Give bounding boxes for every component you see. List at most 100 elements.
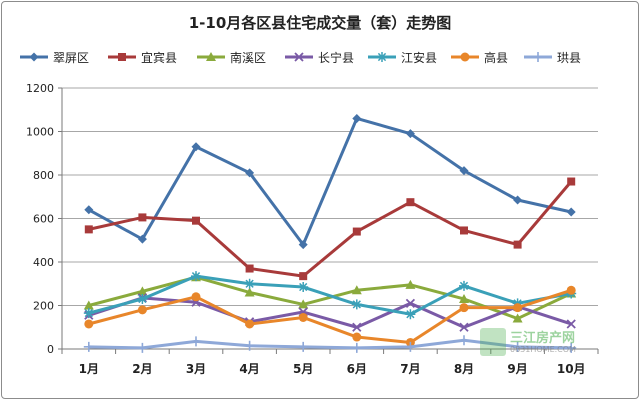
series-7	[83, 335, 577, 353]
data-point	[137, 305, 147, 315]
data-point	[405, 341, 416, 352]
data-point	[513, 303, 523, 313]
data-point	[244, 278, 255, 289]
legend-item: 南溪区	[197, 50, 266, 65]
data-point	[459, 322, 469, 332]
x-tick-label: 1月	[79, 362, 99, 376]
legend: 翠屏区 宜宾县 南溪区 长宁县 江安县 高县 珙县	[20, 50, 581, 65]
series-line	[88, 116, 572, 247]
data-point	[352, 332, 362, 342]
data-point	[567, 177, 576, 186]
data-point	[298, 240, 308, 250]
data-point	[459, 335, 469, 346]
x-tick-label: 6月	[347, 362, 367, 376]
series-group	[83, 113, 577, 353]
y-tick-label: 1200	[26, 82, 54, 95]
chart-title: 1-10月各区县住宅成交量（套）走势图	[189, 14, 452, 32]
data-point	[298, 312, 308, 322]
axes: 0 200 400 600 800 1000 1200 1月 2月 3月 4月 5月 6月 7月 8月 9月 1…	[26, 82, 599, 376]
legend-label: 翠屏区	[53, 51, 89, 65]
data-point	[245, 264, 254, 273]
x-tick-label: 3月	[186, 362, 206, 376]
data-point	[191, 271, 201, 282]
data-point	[405, 279, 416, 289]
data-point	[298, 341, 309, 352]
x-tick-label: 2月	[132, 362, 152, 376]
data-point	[245, 319, 255, 329]
data-point	[566, 285, 576, 295]
x-tick-label: 5月	[293, 362, 313, 376]
data-point	[512, 313, 523, 323]
legend-marker	[118, 53, 126, 61]
legend-marker	[460, 52, 470, 62]
data-point	[84, 319, 94, 329]
data-point	[566, 207, 576, 217]
legend-label: 珙县	[557, 51, 581, 65]
x-tick-label: 4月	[239, 362, 259, 376]
legend-marker	[206, 52, 216, 61]
data-point	[351, 299, 362, 310]
data-point	[137, 293, 148, 304]
data-point	[405, 298, 416, 308]
data-point	[138, 213, 147, 222]
legend-marker	[294, 52, 304, 62]
legend-item: 长宁县	[285, 50, 354, 65]
data-point	[513, 240, 522, 249]
data-point	[566, 319, 576, 329]
data-point	[298, 299, 309, 309]
legend-marker	[533, 52, 543, 62]
data-point	[566, 342, 577, 353]
data-point	[513, 195, 523, 205]
data-point	[351, 285, 362, 295]
series-line	[88, 288, 572, 344]
legend-marker	[29, 52, 39, 62]
data-point	[137, 286, 148, 296]
data-point	[191, 142, 201, 152]
data-point	[406, 198, 415, 207]
legend-label: 宜宾县	[141, 50, 177, 65]
x-tick-label: 7月	[400, 362, 420, 376]
data-point	[351, 342, 362, 353]
legend-item: 江安县	[368, 50, 437, 65]
legend-label: 南溪区	[230, 50, 266, 65]
data-point	[459, 303, 469, 313]
legend-label: 长宁县	[318, 50, 354, 65]
y-tick-label: 800	[33, 169, 54, 182]
series-line	[88, 274, 572, 316]
series-line	[88, 180, 573, 278]
y-tick-label: 400	[33, 256, 54, 269]
y-tick-label: 200	[33, 300, 54, 313]
data-point	[83, 300, 94, 310]
series-1	[84, 113, 576, 250]
legend-item: 珙县	[524, 51, 581, 65]
x-tick-label: 8月	[454, 362, 474, 376]
legend-label: 高县	[484, 50, 508, 65]
data-point	[459, 166, 469, 176]
y-tick-label: 0	[47, 343, 54, 356]
legend-marker	[377, 52, 387, 62]
data-point	[84, 225, 93, 234]
legend-item: 宜宾县	[108, 50, 177, 65]
y-tick-label: 600	[33, 213, 54, 226]
data-point	[298, 282, 309, 293]
data-point	[83, 341, 94, 352]
series-line	[88, 338, 572, 350]
data-point	[244, 340, 255, 351]
data-point	[192, 216, 200, 225]
data-point	[83, 308, 94, 319]
data-point	[459, 293, 469, 303]
legend-item: 翠屏区	[20, 51, 89, 65]
data-point	[244, 287, 255, 297]
data-point	[405, 309, 416, 320]
legend-label: 江安县	[401, 50, 437, 65]
data-point	[245, 168, 255, 178]
data-point	[512, 341, 523, 352]
data-point	[460, 226, 468, 235]
data-point	[191, 336, 201, 347]
data-point	[137, 342, 148, 353]
data-point	[352, 322, 362, 332]
data-point	[405, 129, 415, 139]
data-point	[459, 280, 469, 291]
x-tick-label: 9月	[507, 362, 527, 376]
